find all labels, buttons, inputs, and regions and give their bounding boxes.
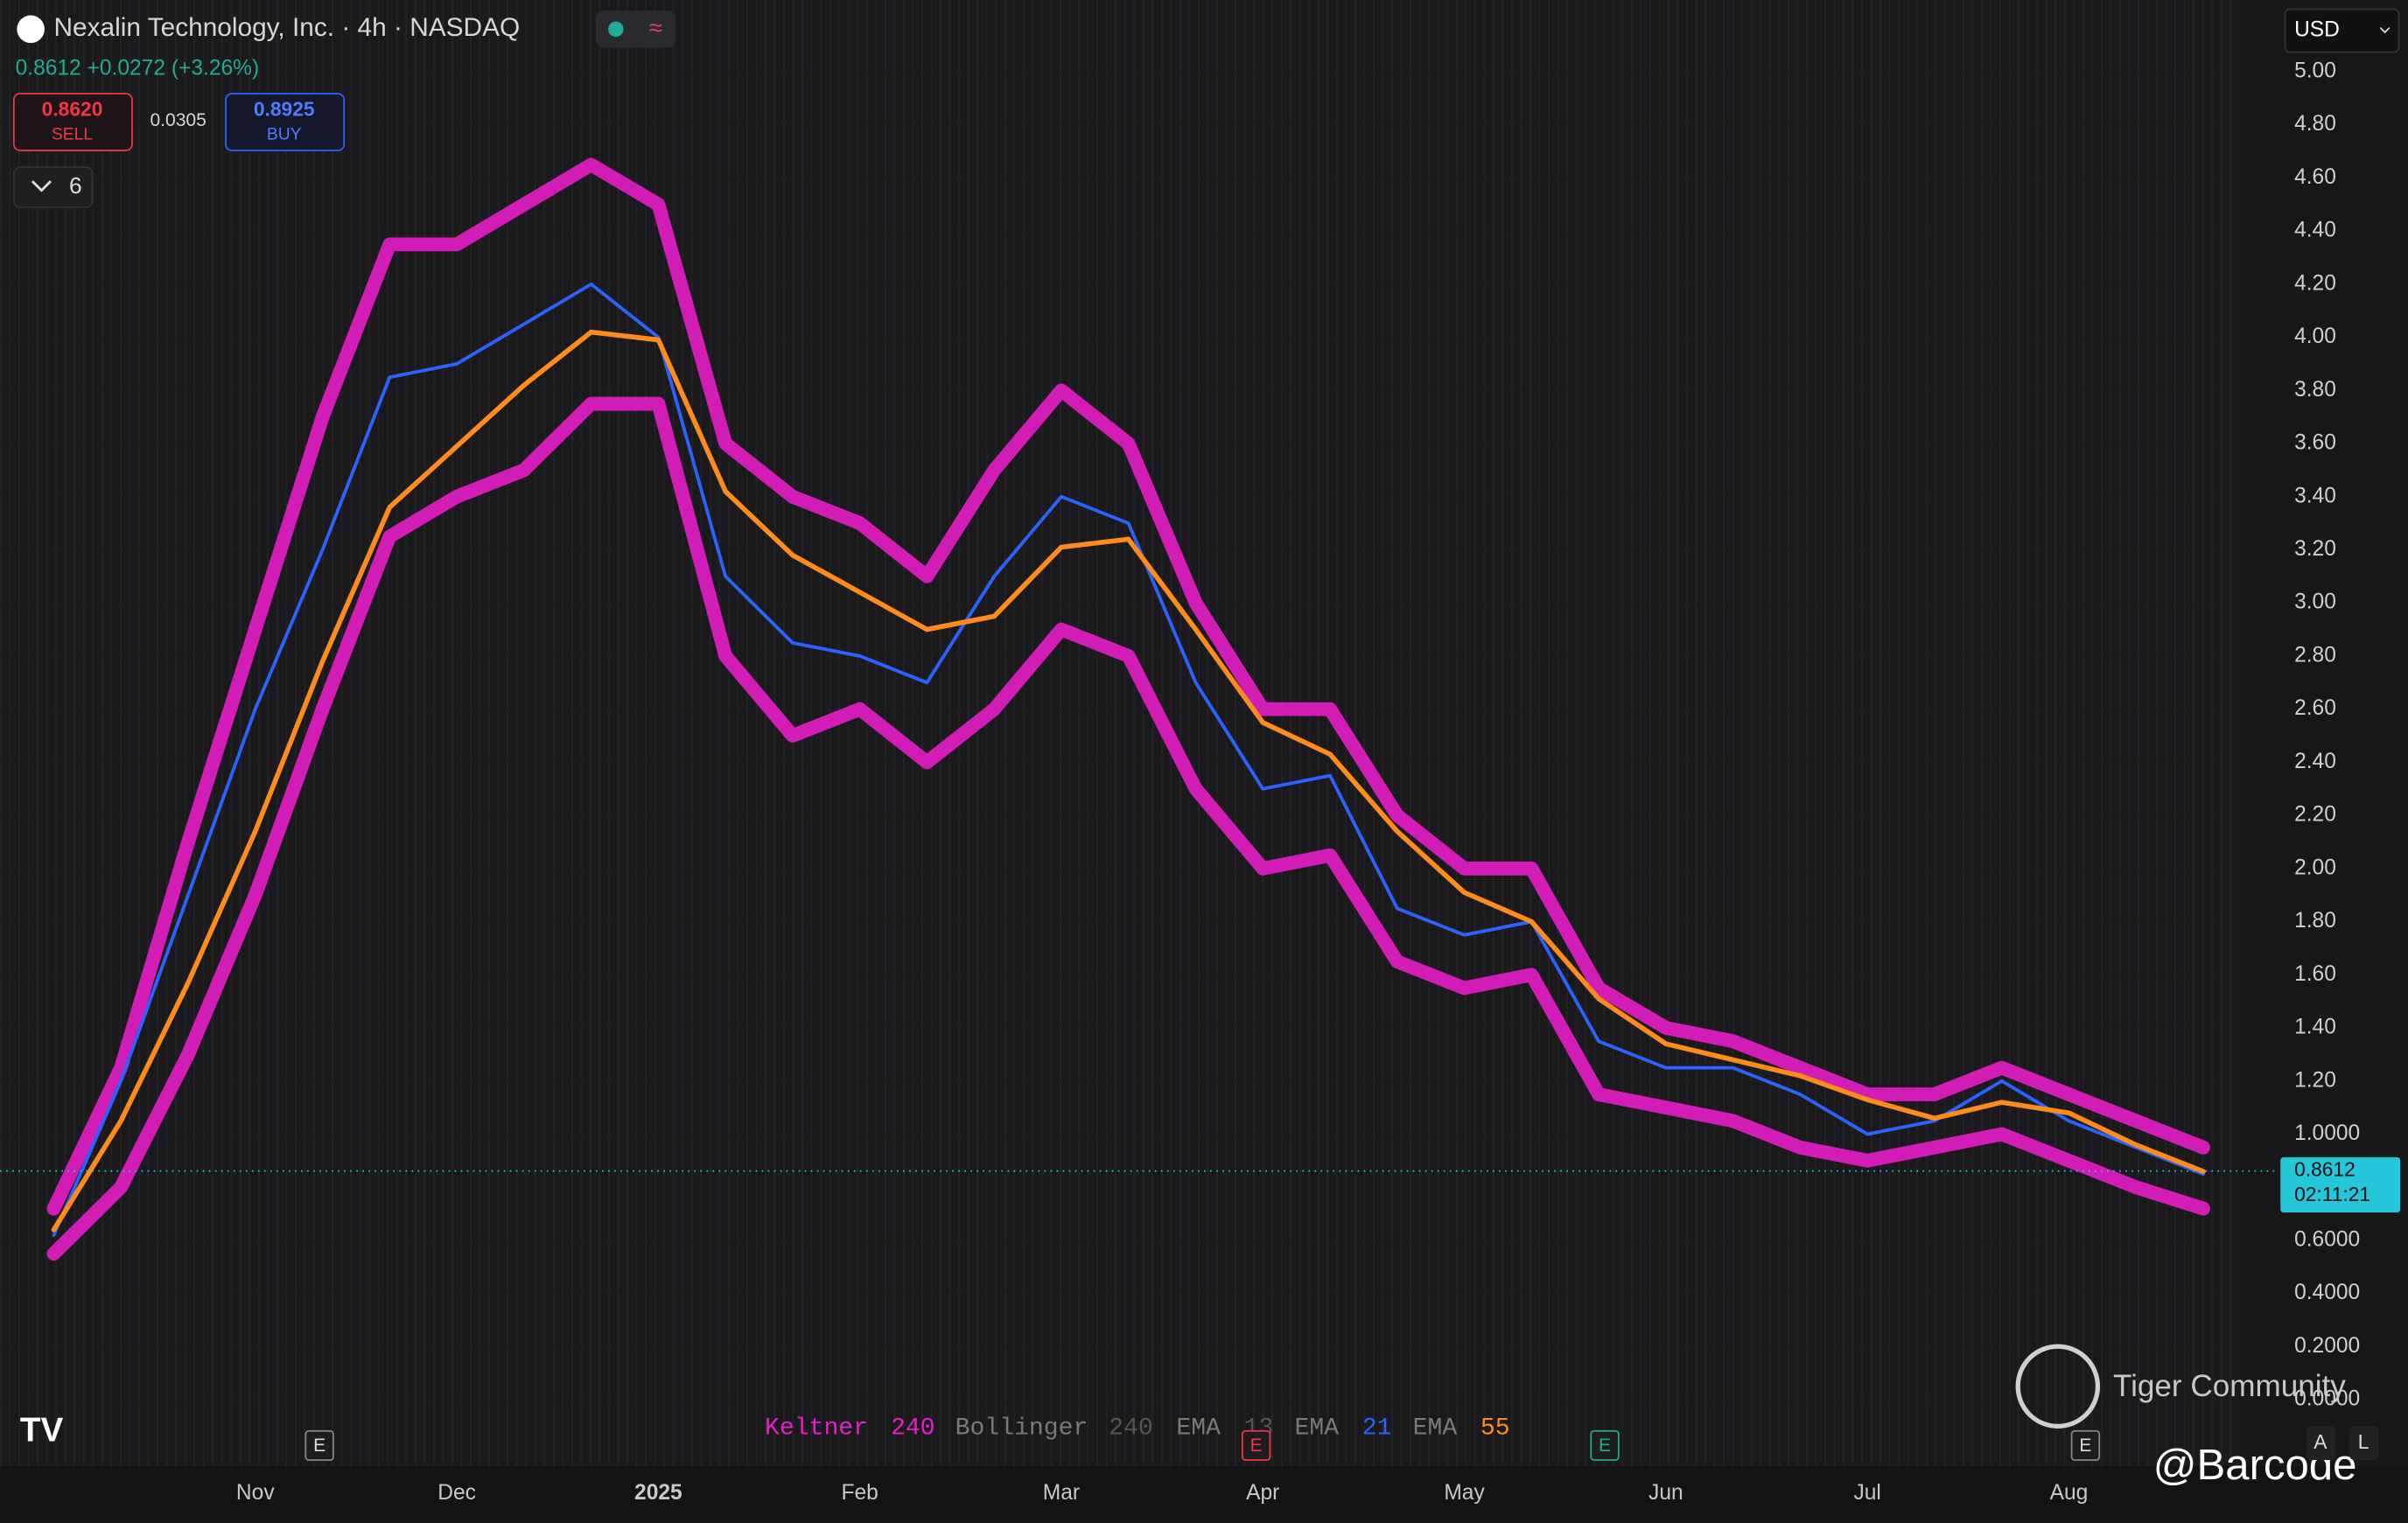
x-tick-label: 2025 <box>634 1481 682 1505</box>
status-icon: ≈ <box>649 14 662 41</box>
indicators-toggle[interactable] <box>12 166 94 208</box>
buy-button[interactable] <box>225 93 346 151</box>
series-line <box>52 282 2205 1237</box>
log-label: L <box>2358 1430 2370 1453</box>
logo <box>17 15 45 44</box>
x-tick-label: Dec <box>438 1481 476 1505</box>
series-line <box>51 329 2206 1233</box>
spread: 0.0305 <box>150 110 206 130</box>
series-line <box>46 157 2210 1216</box>
status-dot <box>608 21 624 38</box>
y-tick-label: 0.4000 <box>2294 1281 2360 1304</box>
earnings-label: E <box>313 1436 326 1456</box>
series-line <box>46 396 2210 1261</box>
indicators-count: 6 <box>69 172 82 199</box>
x-tick-label: Aug <box>2050 1481 2089 1505</box>
legend-param: 240 <box>1109 1415 1153 1443</box>
legend-name: Keltner <box>765 1415 868 1443</box>
currency: USD <box>2294 18 2340 42</box>
log-button[interactable] <box>2349 1426 2379 1461</box>
tv-logo: TV <box>20 1412 64 1450</box>
y-tick-label: 5.00 <box>2294 59 2336 82</box>
legend-param: 240 <box>891 1415 935 1443</box>
x-tick-label: Mar <box>1043 1481 1080 1505</box>
y-tick-label: 1.0000 <box>2294 1121 2360 1145</box>
y-tick-label: 0.2000 <box>2294 1334 2360 1358</box>
y-tick-label: 1.20 <box>2294 1068 2336 1092</box>
legend-name: EMA <box>1176 1415 1221 1443</box>
y-tick-label: 1.80 <box>2294 909 2336 933</box>
y-tick-label: 2.00 <box>2294 856 2336 879</box>
last-price-label: 0.8612 <box>2294 1158 2356 1181</box>
legend-name: EMA <box>1295 1415 1340 1443</box>
y-tick-label: 4.00 <box>2294 325 2336 348</box>
y-tick-label: 3.40 <box>2294 484 2336 507</box>
y-tick-label: 3.00 <box>2294 590 2336 614</box>
last-price-tag <box>2280 1156 2401 1213</box>
auto-label: A <box>2314 1430 2328 1453</box>
buy-price: 0.8925 <box>254 97 315 120</box>
y-tick-label: 2.60 <box>2294 696 2336 720</box>
y-tick-label: 1.60 <box>2294 962 2336 986</box>
chevron <box>31 180 52 192</box>
quote: 0.8612 +0.0272 (+3.26%) <box>16 56 260 80</box>
earnings-label: E <box>1599 1436 1611 1456</box>
legend-name: EMA <box>1413 1415 1458 1443</box>
earnings-marker <box>2070 1429 2101 1461</box>
y-tick-label: 2.40 <box>2294 750 2336 773</box>
currency-select[interactable] <box>2284 8 2400 53</box>
earnings-label: E <box>2079 1436 2091 1456</box>
x-tick-label: Nov <box>236 1481 275 1505</box>
y-tick-label: 4.60 <box>2294 165 2336 189</box>
x-tick-label: Jul <box>1853 1481 1880 1505</box>
x-tick-label: Apr <box>1246 1481 1279 1505</box>
sell-label: SELL <box>52 126 93 144</box>
legend-param: 55 <box>1480 1415 1510 1443</box>
watermark-logo <box>2015 1344 2101 1429</box>
y-tick-label: 3.60 <box>2294 431 2336 455</box>
sell-price: 0.8620 <box>42 97 103 120</box>
y-tick-label: 4.80 <box>2294 112 2336 136</box>
x-tick-label: Feb <box>841 1481 878 1505</box>
y-tick-label: 2.20 <box>2294 803 2336 827</box>
auto-button[interactable] <box>2306 1426 2336 1461</box>
y-tick-label: 0.0000 <box>2294 1387 2360 1411</box>
earnings-label: E <box>1250 1436 1263 1456</box>
title: Nexalin Technology, Inc. · 4h · NASDAQ <box>53 13 520 42</box>
y-tick-label: 1.40 <box>2294 1016 2336 1039</box>
time-axis <box>0 1466 2408 1523</box>
y-tick-label: 3.80 <box>2294 378 2336 402</box>
plot <box>0 71 2239 1401</box>
currency-caret <box>2379 26 2390 34</box>
earnings-marker <box>1241 1429 1271 1461</box>
legend-name: Bollinger <box>956 1415 1088 1443</box>
earnings-marker <box>304 1429 334 1461</box>
sell-button[interactable] <box>12 93 133 151</box>
y-tick-label: 0.6000 <box>2294 1227 2360 1251</box>
legend-param: 21 <box>1362 1415 1392 1443</box>
buy-label: BUY <box>267 126 302 144</box>
y-tick-label: 4.40 <box>2294 219 2336 242</box>
y-tick-label: 3.20 <box>2294 537 2336 561</box>
plot-area <box>0 0 2239 1467</box>
watermark: Tiger Community <box>2113 1369 2346 1403</box>
status-pill[interactable] <box>596 10 676 48</box>
countdown: 02:11:21 <box>2294 1183 2370 1205</box>
y-tick-label: 2.80 <box>2294 643 2336 667</box>
y-tick-label: 4.20 <box>2294 271 2336 295</box>
x-tick-label: Jun <box>1648 1481 1684 1505</box>
earnings-marker <box>1590 1429 1620 1461</box>
x-tick-label: May <box>1444 1481 1485 1505</box>
